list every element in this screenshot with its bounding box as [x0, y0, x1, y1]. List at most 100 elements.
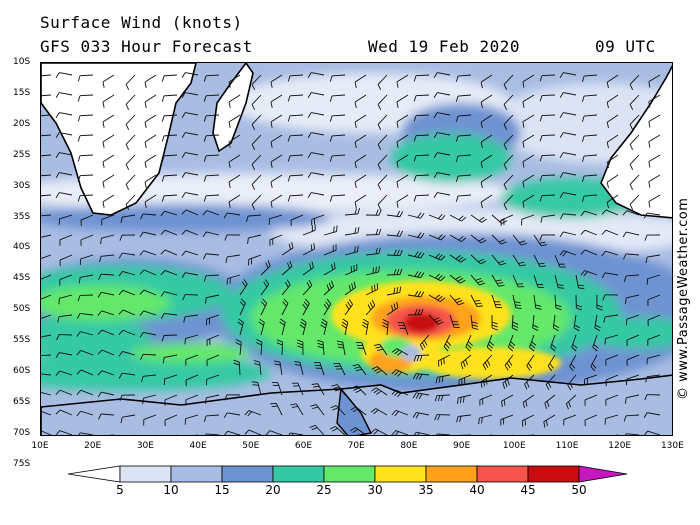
wind-barb-feather — [512, 321, 519, 325]
wind-barb-feather — [120, 217, 123, 224]
wind-barb — [416, 392, 430, 396]
wind-barb — [529, 434, 534, 435]
wind-barb — [125, 94, 136, 105]
wind-barb-feather — [596, 307, 603, 311]
wind-barb-feather — [456, 300, 463, 304]
wind-barb-feather — [313, 242, 315, 250]
wind-barb-feather — [309, 263, 312, 270]
wind-barb — [584, 394, 598, 401]
wind-barb-feather — [202, 231, 207, 238]
wind-barb — [533, 254, 541, 267]
wind-barb-feather — [559, 250, 565, 256]
latitude-label: 50S — [13, 304, 31, 315]
wind-barb-feather — [396, 201, 399, 208]
wind-barb — [185, 314, 199, 318]
wind-barb-feather — [576, 304, 583, 308]
wind-barb-feather — [335, 368, 343, 370]
wind-barb-feather — [329, 175, 333, 182]
wind-barb-feather — [629, 144, 634, 151]
wind-barb-feather — [393, 303, 396, 310]
wind-barb-feather — [501, 241, 507, 245]
wind-barb — [584, 229, 598, 236]
wind-barb-feather — [313, 385, 320, 388]
colorbar-label: 25 — [316, 483, 332, 497]
wind-barb — [626, 274, 640, 277]
wind-barb — [185, 414, 199, 420]
wind-barb-feather — [532, 324, 539, 329]
wind-barb — [563, 132, 577, 136]
wind-barb — [227, 412, 241, 416]
wind-barb-feather — [510, 341, 516, 346]
wind-barb-feather — [421, 342, 426, 348]
wind-barb-feather — [202, 210, 208, 216]
wind-barb — [396, 134, 409, 143]
wind-barb-feather — [118, 309, 124, 315]
wind-barb-feather — [225, 256, 228, 263]
wind-barb-feather — [491, 321, 498, 325]
wind-barb — [239, 322, 244, 336]
longitude-label: 40E — [189, 441, 207, 451]
wind-barb-feather — [437, 274, 443, 280]
wind-barb-feather — [643, 430, 648, 435]
wind-barb — [458, 174, 472, 177]
wind-barb-feather — [244, 410, 250, 416]
wind-barb-feather — [288, 432, 291, 435]
wind-barb — [144, 134, 157, 143]
wind-barb — [164, 229, 178, 236]
wind-barb-feather — [372, 267, 375, 274]
wind-barb-feather — [181, 132, 186, 138]
wind-barb-feather — [394, 370, 400, 376]
wind-barb — [407, 274, 421, 279]
wind-barb — [251, 94, 262, 105]
wind-barb-feather — [287, 262, 291, 269]
wind-barb-feather — [581, 115, 585, 123]
wind-barb — [299, 362, 304, 376]
wind-barb-feather — [441, 376, 444, 383]
wind-barb — [491, 274, 500, 287]
wind-barb-feather — [459, 435, 461, 436]
wind-barb-feather — [396, 301, 399, 308]
wind-barb-feather — [382, 321, 389, 326]
wind-barb — [606, 74, 619, 83]
wind-barb-feather — [301, 318, 307, 323]
wind-barb-feather — [606, 202, 609, 209]
wind-barb — [407, 214, 421, 219]
wind-barb — [143, 250, 157, 256]
wind-barb — [541, 154, 556, 157]
wind-barb — [297, 382, 304, 396]
wind-barb — [79, 94, 94, 97]
wind-barb — [416, 431, 430, 435]
wind-barb-feather — [625, 297, 627, 304]
wind-barb-feather — [350, 427, 356, 432]
wind-barb-feather — [311, 427, 318, 431]
wind-barb — [102, 194, 115, 203]
wind-barb — [503, 94, 514, 105]
wind-barb-feather — [547, 382, 552, 388]
wind-barb-feather — [144, 141, 147, 148]
wind-barb — [480, 374, 493, 383]
wind-barb-feather — [531, 341, 537, 346]
wind-barb-feather — [455, 175, 459, 182]
wind-barb-feather — [235, 338, 242, 343]
wind-barb-feather — [524, 419, 526, 426]
wind-barb — [606, 174, 619, 183]
wind-barb — [458, 394, 472, 399]
wind-barb — [41, 254, 52, 259]
wind-barb-feather — [310, 244, 313, 251]
wind-barb — [185, 72, 199, 76]
wind-barb-feather — [354, 81, 357, 89]
wind-barb-feather — [330, 405, 337, 409]
wind-barb-feather — [420, 232, 425, 239]
wind-barb — [59, 314, 73, 318]
wind-barb-feather — [351, 385, 357, 389]
wind-barb — [248, 234, 262, 239]
wind-barb-feather — [524, 383, 528, 390]
wind-barb-feather — [160, 270, 166, 276]
wind-barb-feather — [455, 255, 461, 260]
wind-barb — [260, 265, 271, 276]
wind-barb — [396, 174, 409, 183]
wind-barb — [270, 114, 283, 123]
wind-barb-feather — [460, 363, 464, 370]
wind-barb — [458, 114, 472, 117]
wind-barb — [260, 303, 268, 316]
